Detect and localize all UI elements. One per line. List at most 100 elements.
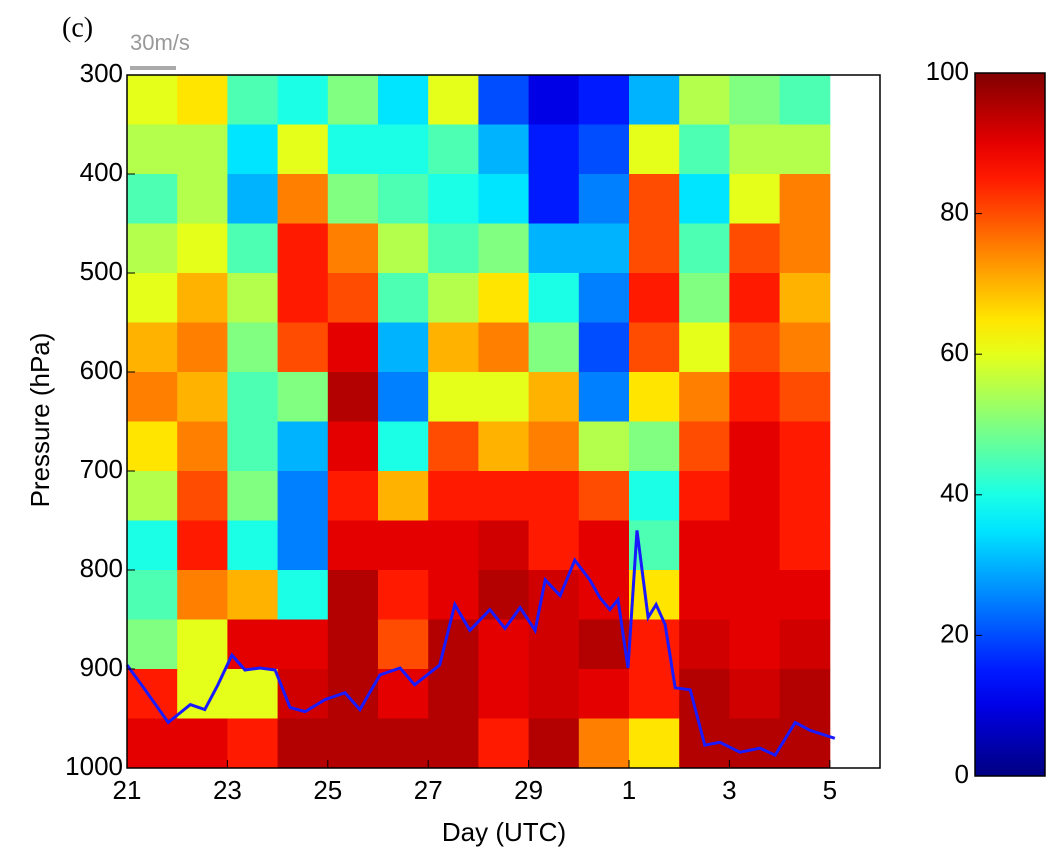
heatmap-cell bbox=[428, 669, 479, 719]
heatmap-cell bbox=[629, 669, 680, 719]
heatmap-cell bbox=[378, 273, 429, 323]
heatmap bbox=[127, 75, 831, 769]
heatmap-cell bbox=[729, 718, 781, 769]
heatmap-cell bbox=[528, 520, 580, 571]
y-tick-label: 700 bbox=[80, 454, 123, 484]
heatmap-cell bbox=[528, 471, 580, 521]
heatmap-cell bbox=[578, 520, 630, 571]
heatmap-cell bbox=[277, 570, 329, 620]
heatmap-cell bbox=[428, 520, 479, 571]
heatmap-cell bbox=[779, 421, 831, 472]
heatmap-cell bbox=[428, 75, 479, 125]
heatmap-cell bbox=[679, 421, 730, 472]
heatmap-cell bbox=[378, 669, 429, 719]
heatmap-cell bbox=[428, 718, 479, 769]
panel-label: (c) bbox=[62, 12, 93, 43]
heatmap-cell bbox=[729, 520, 781, 571]
x-tick-label: 1 bbox=[622, 775, 636, 805]
y-tick-label: 1000 bbox=[65, 751, 123, 781]
colorbar-tick-label: 60 bbox=[940, 337, 969, 367]
y-tick-label: 900 bbox=[80, 652, 123, 682]
heatmap-cell bbox=[478, 421, 530, 472]
colorbar-tick-label: 40 bbox=[940, 478, 969, 508]
heatmap-cell bbox=[277, 174, 329, 224]
heatmap-cell bbox=[277, 372, 329, 422]
heatmap-cell bbox=[227, 174, 279, 224]
reference-vector-label: 30m/s bbox=[130, 30, 190, 55]
heatmap-cell bbox=[378, 520, 429, 571]
heatmap-cell bbox=[679, 669, 730, 719]
heatmap-cell bbox=[629, 421, 680, 472]
heatmap-cell bbox=[729, 223, 781, 274]
heatmap-cell bbox=[779, 570, 831, 620]
colorbar bbox=[974, 72, 1046, 777]
heatmap-cell bbox=[378, 223, 429, 274]
heatmap-cell bbox=[327, 75, 379, 125]
heatmap-cell bbox=[478, 124, 530, 175]
heatmap-cell bbox=[327, 174, 379, 224]
heatmap-cell bbox=[779, 124, 831, 175]
heatmap-cell bbox=[428, 174, 479, 224]
heatmap-cell bbox=[578, 223, 630, 274]
heatmap-cell bbox=[327, 718, 379, 769]
heatmap-cell bbox=[277, 273, 329, 323]
heatmap-cell bbox=[629, 75, 680, 125]
heatmap-cell bbox=[578, 669, 630, 719]
heatmap-cell bbox=[528, 322, 580, 373]
plot-frame bbox=[126, 74, 881, 769]
heatmap-cell bbox=[679, 570, 730, 620]
heatmap-cell bbox=[528, 570, 580, 620]
heatmap-cell bbox=[528, 372, 580, 422]
heatmap-cell bbox=[378, 718, 429, 769]
heatmap-cell bbox=[327, 471, 379, 521]
y-tick-label: 400 bbox=[80, 157, 123, 187]
heatmap-cell bbox=[779, 75, 831, 125]
heatmap-cell bbox=[729, 75, 781, 125]
heatmap-cell bbox=[327, 124, 379, 175]
heatmap-cell bbox=[127, 619, 178, 670]
heatmap-cell bbox=[428, 322, 479, 373]
heatmap-cell bbox=[578, 174, 630, 224]
heatmap-cell bbox=[729, 471, 781, 521]
heatmap-cell bbox=[277, 520, 329, 571]
heatmap-cell bbox=[729, 273, 781, 323]
heatmap-cell bbox=[478, 471, 530, 521]
heatmap-cell bbox=[227, 619, 279, 670]
heatmap-cell bbox=[428, 273, 479, 323]
heatmap-cell bbox=[177, 619, 228, 670]
heatmap-cell bbox=[227, 570, 279, 620]
heatmap-cell bbox=[528, 75, 580, 125]
heatmap-cell bbox=[127, 471, 178, 521]
heatmap-cell bbox=[679, 124, 730, 175]
heatmap-cell bbox=[127, 223, 178, 274]
heatmap-cell bbox=[177, 669, 228, 719]
colorbar-tick-label: 100 bbox=[926, 56, 969, 86]
heatmap-cell bbox=[227, 372, 279, 422]
heatmap-cell bbox=[127, 718, 178, 769]
line bbox=[125, 530, 836, 758]
heatmap-cell bbox=[578, 322, 630, 373]
x-tick-label: 23 bbox=[213, 775, 242, 805]
heatmap-cell bbox=[629, 372, 680, 422]
heatmap-cell bbox=[578, 124, 630, 175]
heatmap-cell bbox=[679, 322, 730, 373]
colorbar-tick-label: 20 bbox=[940, 618, 969, 648]
heatmap-cell bbox=[679, 520, 730, 571]
heatmap-cell bbox=[528, 669, 580, 719]
heatmap-cell bbox=[277, 471, 329, 521]
heatmap-cell bbox=[528, 421, 580, 472]
colorbar-tick-label: 0 bbox=[955, 759, 969, 789]
heatmap-cell bbox=[277, 322, 329, 373]
heatmap-cell bbox=[177, 471, 228, 521]
heatmap-cell bbox=[378, 75, 429, 125]
heatmap-cell bbox=[478, 273, 530, 323]
heatmap-cell bbox=[729, 174, 781, 224]
heatmap-cell bbox=[629, 570, 680, 620]
heatmap-cell bbox=[277, 718, 329, 769]
heatmap-cell bbox=[327, 273, 379, 323]
heatmap-cell bbox=[528, 273, 580, 323]
heatmap-cell bbox=[629, 273, 680, 323]
heatmap-cell bbox=[478, 520, 530, 571]
heatmap-cell bbox=[127, 570, 178, 620]
x-tick-label: 3 bbox=[722, 775, 736, 805]
